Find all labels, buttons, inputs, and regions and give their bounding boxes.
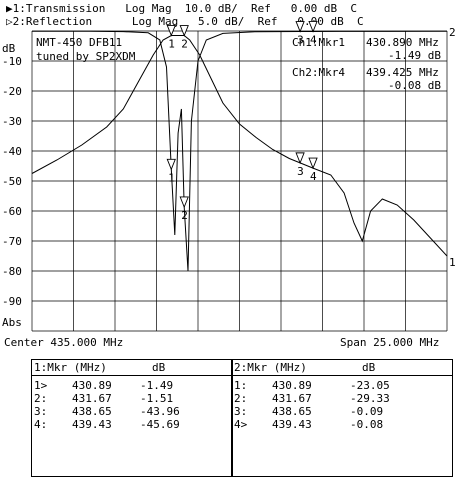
marker-3-ch2: 3 xyxy=(295,21,305,47)
table-row: 3: xyxy=(234,405,248,418)
table-row: 2: xyxy=(234,392,248,405)
table-cell-value: -29.33 xyxy=(350,392,390,405)
readout-ch2-value: -0.08 dB xyxy=(388,79,441,92)
y-tick-label: -40 xyxy=(2,145,22,158)
svg-text:1: 1 xyxy=(168,171,175,184)
y-tick-label: -30 xyxy=(2,115,22,128)
channel-1-end-label: 1 xyxy=(449,256,456,269)
svg-text:2: 2 xyxy=(181,38,188,51)
readout-ch1-label: Ch1:Mkr1 xyxy=(292,36,345,49)
ch2-header: ▷2:Reflection Log Mag 5.0 dB/ Ref 0.00 d… xyxy=(6,15,364,28)
table-cell-freq: 438.65 xyxy=(272,405,312,418)
readout-ch1-freq: 430.890 MHz xyxy=(366,36,439,49)
table-cell-value: -0.09 xyxy=(350,405,384,418)
y-bottom-label: Abs xyxy=(2,316,22,329)
readout-ch1-value: -1.49 dB xyxy=(388,49,441,62)
marker-2-ch1: 2 xyxy=(179,25,189,51)
span-label: Span 25.000 MHz xyxy=(340,336,439,349)
marker-1-ch1: 1 xyxy=(166,25,176,50)
table-row: 1: xyxy=(234,379,248,392)
svg-text:2: 2 xyxy=(181,209,188,222)
table-row: 3: xyxy=(34,405,48,418)
svg-text:3: 3 xyxy=(297,34,304,47)
table-cell-freq: 438.65 xyxy=(72,405,112,418)
table-cell-freq: 431.67 xyxy=(72,392,112,405)
y-tick-label: -70 xyxy=(2,235,22,248)
marker-2-ch2: 2 xyxy=(179,196,189,222)
table-cell-freq: 430.89 xyxy=(272,379,312,392)
plot-grid xyxy=(31,30,448,332)
channel-2-ref-label: 2 xyxy=(449,26,456,39)
marker-1-ch2: 1 xyxy=(166,158,176,184)
table-cell-freq: 431.67 xyxy=(272,392,312,405)
y-tick-label: -10 xyxy=(2,55,22,68)
annotation-line-1: NMT-450 DFB11 xyxy=(36,36,122,49)
table-row: 2: xyxy=(34,392,48,405)
y-tick-label: -50 xyxy=(2,175,22,188)
readout-ch2-label: Ch2:Mkr4 xyxy=(292,66,345,79)
table-cell-value: -0.08 xyxy=(350,418,384,431)
svg-text:4: 4 xyxy=(310,33,317,46)
table-cell-freq: 439.43 xyxy=(272,418,312,431)
svg-text:4: 4 xyxy=(310,170,317,183)
table-cell-freq: 430.89 xyxy=(72,379,112,392)
y-axis-labels: -10 -20 -30 -40 -50 -60 -70 -80 -90 xyxy=(2,55,22,308)
trace-channel-1 xyxy=(31,35,448,257)
marker-table-ch2: 2:Mkr (MHz) dB 1: 430.89 -23.05 2: 431.6… xyxy=(231,359,453,477)
table-cell-freq: 439.43 xyxy=(72,418,112,431)
table-cell-value: -43.96 xyxy=(140,405,180,418)
network-analyzer-plot: -10 -20 -30 -40 -50 -60 -70 -80 -90 dB Abs NMT-4… xyxy=(2,21,456,349)
table-row: 1> xyxy=(34,379,48,392)
table-cell-value: -23.05 xyxy=(350,379,390,392)
trace-channel-2 xyxy=(32,30,448,272)
readout-ch2-freq: 439.425 MHz xyxy=(366,66,439,79)
table-ch1-title: 1:Mkr (MHz) xyxy=(34,361,107,374)
annotation-line-2: tuned by SP2XDM xyxy=(36,50,136,63)
y-tick-label: -60 xyxy=(2,205,22,218)
center-frequency-label: Center 435.000 MHz xyxy=(4,336,123,349)
table-ch1-unit: dB xyxy=(152,361,166,374)
marker-3-ch1: 3 xyxy=(295,152,305,178)
ch1-header: ▶1:Transmission Log Mag 10.0 dB/ Ref 0.0… xyxy=(6,2,357,15)
table-cell-value: -1.51 xyxy=(140,392,174,405)
table-row: 4> xyxy=(234,418,248,431)
y-tick-label: -90 xyxy=(2,295,22,308)
table-row: 4: xyxy=(34,418,48,431)
table-ch2-unit: dB xyxy=(362,361,376,374)
svg-text:3: 3 xyxy=(297,165,304,178)
marker-4-ch1: 4 xyxy=(308,157,318,183)
marker-table-ch1: 1:Mkr (MHz) dB 1> 430.89 -1.49 2: 431.67… xyxy=(31,359,233,477)
traces xyxy=(31,30,448,272)
svg-text:1: 1 xyxy=(168,37,175,50)
table-cell-value: -45.69 xyxy=(140,418,180,431)
y-unit-label: dB xyxy=(2,42,16,55)
table-cell-value: -1.49 xyxy=(140,379,174,392)
marker-4-ch2: 4 xyxy=(308,21,318,46)
table-ch2-title: 2:Mkr (MHz) xyxy=(234,361,307,374)
y-tick-label: -20 xyxy=(2,85,22,98)
y-tick-label: -80 xyxy=(2,265,22,278)
